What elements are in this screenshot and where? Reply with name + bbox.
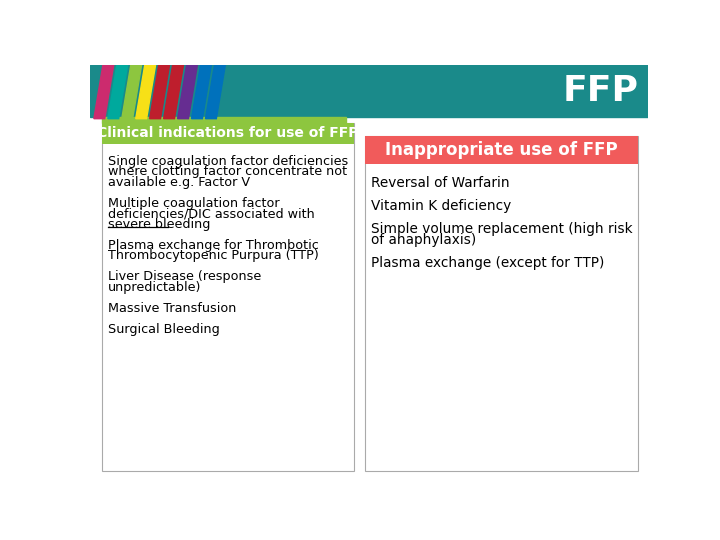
Text: Single coagulation factor deficiencies: Single coagulation factor deficiencies <box>108 155 348 168</box>
Text: Thrombocytopenic Purpura (TTP): Thrombocytopenic Purpura (TTP) <box>108 249 318 262</box>
Text: deficiencies/DIC associated with: deficiencies/DIC associated with <box>108 207 315 220</box>
Polygon shape <box>163 63 184 119</box>
Text: available e.g. Factor V: available e.g. Factor V <box>108 176 250 188</box>
Polygon shape <box>192 63 212 119</box>
Text: Liver Disease (response: Liver Disease (response <box>108 271 261 284</box>
Text: Clinical indications for use of FFP: Clinical indications for use of FFP <box>96 126 359 140</box>
Polygon shape <box>136 63 156 119</box>
Polygon shape <box>108 63 128 119</box>
Polygon shape <box>122 63 142 119</box>
Text: Plasma exchange (except for TTP): Plasma exchange (except for TTP) <box>372 256 605 270</box>
Bar <box>365 137 638 471</box>
Text: Plasma exchange for Thrombotic: Plasma exchange for Thrombotic <box>108 239 318 252</box>
Text: Inappropriate use of FFP: Inappropriate use of FFP <box>385 141 618 159</box>
Text: Simple volume replacement (high risk: Simple volume replacement (high risk <box>372 222 633 236</box>
Text: Multiple coagulation factor: Multiple coagulation factor <box>108 197 279 210</box>
Text: where clotting factor concentrate not: where clotting factor concentrate not <box>108 165 347 178</box>
Text: severe bleeding: severe bleeding <box>108 218 210 231</box>
Text: unpredictable): unpredictable) <box>108 281 201 294</box>
Polygon shape <box>205 63 225 119</box>
Bar <box>102 117 346 123</box>
Text: Surgical Bleeding: Surgical Bleeding <box>108 323 220 336</box>
Bar <box>102 123 354 471</box>
Polygon shape <box>178 63 198 119</box>
Text: Vitamin K deficiency: Vitamin K deficiency <box>372 199 512 213</box>
Text: FFP: FFP <box>563 74 639 108</box>
Bar <box>365 137 638 164</box>
Bar <box>90 65 648 117</box>
Text: Reversal of Warfarin: Reversal of Warfarin <box>372 176 510 190</box>
Bar <box>102 123 354 144</box>
Polygon shape <box>150 63 170 119</box>
Text: of anaphylaxis): of anaphylaxis) <box>372 233 477 247</box>
Text: Massive Transfusion: Massive Transfusion <box>108 302 236 315</box>
Polygon shape <box>94 63 114 119</box>
